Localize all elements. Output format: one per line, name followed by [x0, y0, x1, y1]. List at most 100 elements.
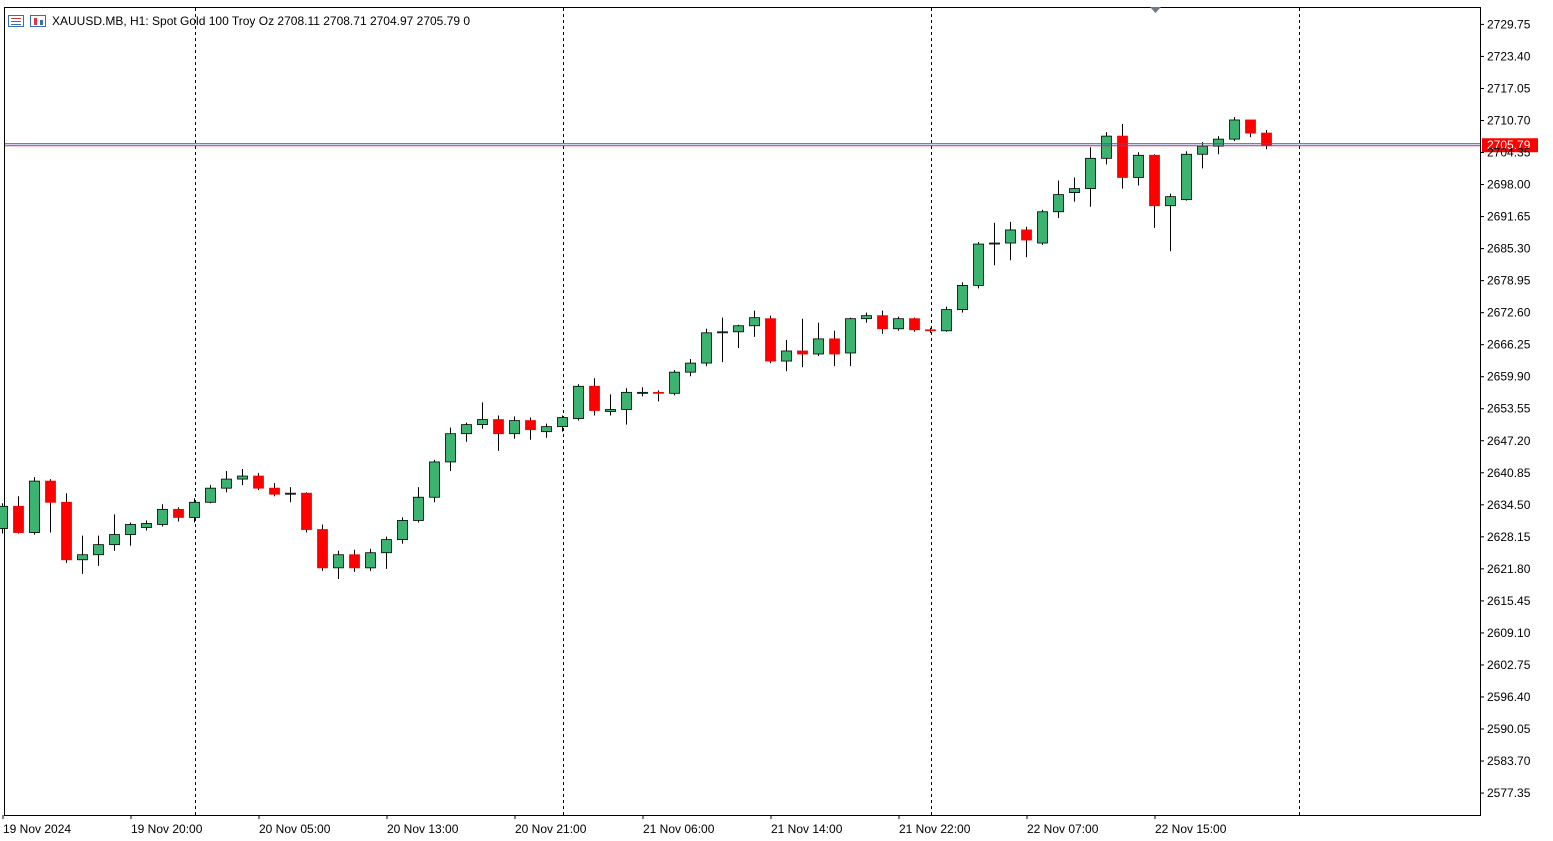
- bullish-candle-body: [1229, 119, 1240, 140]
- day-separators: [195, 8, 1300, 815]
- y-tick-label: 2596.40: [1487, 690, 1531, 704]
- y-tick-label: 2659.90: [1487, 370, 1531, 384]
- bearish-candle-body: [301, 492, 312, 530]
- bearish-candle-body: [653, 391, 664, 394]
- current-price-label: 2705.79: [1487, 138, 1531, 152]
- y-tick-label: 2621.80: [1487, 562, 1531, 576]
- bearish-candle-body: [173, 508, 184, 518]
- y-tick-label: 2729.75: [1487, 17, 1531, 31]
- bullish-candle-body: [333, 554, 344, 569]
- bearish-candle-body: [349, 554, 360, 569]
- bullish-candle-body: [541, 426, 552, 433]
- bullish-candle-body: [717, 331, 728, 334]
- y-tick-label: 2647.20: [1487, 434, 1531, 448]
- bullish-candle-body: [397, 520, 408, 541]
- shift-marker-icon[interactable]: [1150, 7, 1161, 13]
- bullish-candle-body: [733, 325, 744, 333]
- y-tick-label: 2653.55: [1487, 402, 1531, 416]
- current-price-badge: [1482, 138, 1538, 153]
- bearish-candle-body: [765, 318, 776, 362]
- bearish-candle-body: [797, 350, 808, 355]
- bullish-candle-body: [781, 350, 792, 362]
- bullish-candle-body: [973, 243, 984, 286]
- y-tick-label: 2723.40: [1487, 49, 1531, 63]
- x-tick-label: 21 Nov 06:00: [643, 822, 715, 836]
- plot-frame: [4, 7, 1481, 816]
- bullish-candle-body: [237, 475, 248, 480]
- y-tick-label: 2640.85: [1487, 466, 1531, 480]
- bullish-candle-body: [621, 391, 632, 410]
- time-axis[interactable]: 19 Nov 2024 19 Nov 20:00 20 Nov 05:00 20 No…: [2, 815, 1227, 836]
- bearish-candle-body: [45, 480, 56, 503]
- bullish-candle-body: [1181, 153, 1192, 201]
- bullish-candle-body: [1085, 157, 1096, 189]
- y-tick-label: 2672.60: [1487, 306, 1531, 320]
- x-tick-label: 20 Nov 13:00: [387, 822, 459, 836]
- bullish-candle-body: [477, 419, 488, 426]
- bullish-candle-body: [429, 461, 440, 498]
- bullish-candle-body: [893, 318, 904, 330]
- y-tick-label: 2704.35: [1487, 146, 1531, 160]
- y-tick-label: 2710.70: [1487, 113, 1531, 127]
- chart-bars-icon[interactable]: [30, 15, 46, 27]
- bullish-candle-body: [637, 391, 648, 394]
- candles-group: [0, 116, 1272, 579]
- bullish-candle-body: [989, 242, 1000, 245]
- x-tick-label: 21 Nov 14:00: [771, 822, 843, 836]
- bullish-candle-body: [221, 478, 232, 489]
- bullish-candle-body: [957, 285, 968, 311]
- bullish-candle-body: [701, 332, 712, 364]
- x-tick-label: 20 Nov 21:00: [515, 822, 587, 836]
- bullish-candle-body: [605, 409, 616, 412]
- bearish-candle-body: [925, 329, 936, 332]
- bearish-candle-body: [1117, 135, 1128, 178]
- bullish-candle-body: [941, 309, 952, 332]
- bullish-candle-body: [669, 371, 680, 394]
- x-tick-label: 22 Nov 15:00: [1155, 822, 1227, 836]
- bullish-candle-body: [1069, 188, 1080, 194]
- x-tick-label: 20 Nov 05:00: [259, 822, 331, 836]
- bullish-candle-body: [557, 417, 568, 428]
- bullish-candle-body: [189, 501, 200, 518]
- bearish-candle-body: [1245, 119, 1256, 134]
- bullish-candle-body: [1101, 135, 1112, 159]
- bearish-candle-body: [525, 420, 536, 431]
- bullish-candle-body: [381, 539, 392, 554]
- bullish-candle-body: [1197, 145, 1208, 155]
- bullish-candle-body: [93, 544, 104, 556]
- bearish-candle-body: [1261, 132, 1272, 146]
- y-tick-label: 2590.05: [1487, 722, 1531, 736]
- price-axis[interactable]: 2729.75 2723.40 2717.05 2710.70 2704.35 2698.…: [1480, 17, 1531, 800]
- bullish-candle-body: [413, 496, 424, 521]
- bullish-candle-body: [845, 318, 856, 354]
- x-tick-label: 22 Nov 07:00: [1027, 822, 1099, 836]
- y-tick-label: 2685.30: [1487, 242, 1531, 256]
- bullish-candle-body: [813, 338, 824, 355]
- bullish-candle-body: [1133, 154, 1144, 178]
- y-tick-label: 2609.10: [1487, 626, 1531, 640]
- bearish-candle-body: [493, 419, 504, 435]
- bearish-candle-body: [909, 318, 920, 331]
- bullish-candle-body: [141, 523, 152, 528]
- chart-header: XAUUSD.MB, H1: Spot Gold 100 Troy Oz 270…: [8, 13, 470, 29]
- y-tick-label: 2666.25: [1487, 338, 1531, 352]
- bullish-candle-body: [157, 508, 168, 525]
- bearish-candle-body: [1021, 229, 1032, 241]
- bullish-candle-body: [1213, 138, 1224, 147]
- bullish-candle-body: [685, 362, 696, 373]
- y-tick-label: 2691.65: [1487, 210, 1531, 224]
- bearish-candle-body: [269, 487, 280, 495]
- bearish-candle-body: [61, 501, 72, 561]
- bullish-candle-body: [445, 433, 456, 463]
- y-tick-label: 2717.05: [1487, 81, 1531, 95]
- bullish-candle-body: [1053, 194, 1064, 213]
- y-tick-label: 2583.70: [1487, 754, 1531, 768]
- bullish-candle-body: [573, 385, 584, 419]
- y-tick-label: 2615.45: [1487, 594, 1531, 608]
- chart-menu-icon[interactable]: [8, 15, 24, 27]
- bullish-candle-body: [1165, 196, 1176, 207]
- bearish-candle-body: [317, 529, 328, 569]
- bullish-candle-body: [1005, 229, 1016, 244]
- bullish-candle-body: [365, 552, 376, 569]
